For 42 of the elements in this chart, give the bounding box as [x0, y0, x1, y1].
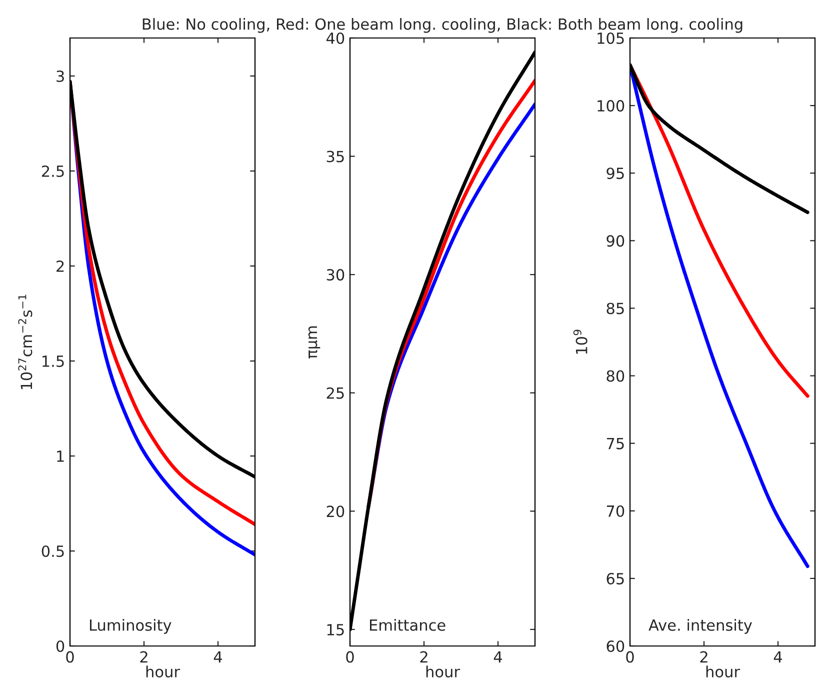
y-tick-label: 85 [606, 302, 624, 314]
y-tick-label: 95 [606, 168, 624, 180]
y-tick-label: 0.5 [42, 545, 64, 558]
y-tick-label: 3 [56, 70, 64, 82]
x-tick-label: 0 [626, 651, 634, 663]
y-tick-label: 60 [606, 640, 624, 652]
x-tick-label: 2 [700, 651, 708, 662]
y-axis-title: 10$^{9}$ [573, 330, 588, 354]
x-axis-title: hour [706, 666, 740, 678]
y-tick-label: 30 [326, 269, 344, 281]
y-axis-title: πμm [308, 326, 320, 358]
y-tick-label: 0 [56, 640, 64, 652]
y-tick-label: 20 [326, 506, 344, 518]
y-tick-label: 40 [326, 32, 344, 44]
y-tick-label: 25 [326, 387, 344, 399]
y-tick-label: 105 [598, 32, 624, 44]
x-tick-label: 4 [774, 651, 782, 662]
annotation: Ave. intensity [648, 619, 752, 634]
x-axis-title: hour [146, 666, 180, 678]
y-tick-label: 35 [326, 150, 344, 162]
x-tick-label: 4 [494, 651, 502, 662]
y-tick-label: 70 [606, 505, 624, 517]
y-tick-label: 100 [598, 100, 624, 112]
y-tick-label: 90 [606, 235, 624, 247]
x-tick-label: 2 [420, 651, 428, 662]
annotation: Luminosity [90, 619, 172, 634]
y-axis-title: 10$^{27}$cm$^{−2}$s$^{−1}$ [18, 294, 32, 390]
x-axis-title: hour [426, 666, 460, 678]
y-tick-label: 75 [606, 438, 624, 450]
x-tick-label: 4 [214, 651, 222, 662]
chart-title: Blue: No cooling, Red: One beam long. cooling, Black: Both beam long. cooling [142, 18, 742, 33]
y-tick-label: 2.5 [42, 165, 64, 178]
x-tick-label: 2 [140, 651, 148, 662]
y-tick-label: 15 [327, 624, 344, 636]
y-tick-label: 80 [606, 370, 624, 382]
x-tick-label: 0 [346, 651, 354, 663]
y-tick-label: 1 [57, 450, 64, 462]
y-tick-label: 1.5 [42, 356, 64, 368]
annotation: Emittance [370, 619, 446, 631]
y-tick-label: 2 [56, 260, 64, 272]
x-tick-label: 0 [66, 651, 74, 663]
y-tick-label: 65 [606, 572, 624, 584]
